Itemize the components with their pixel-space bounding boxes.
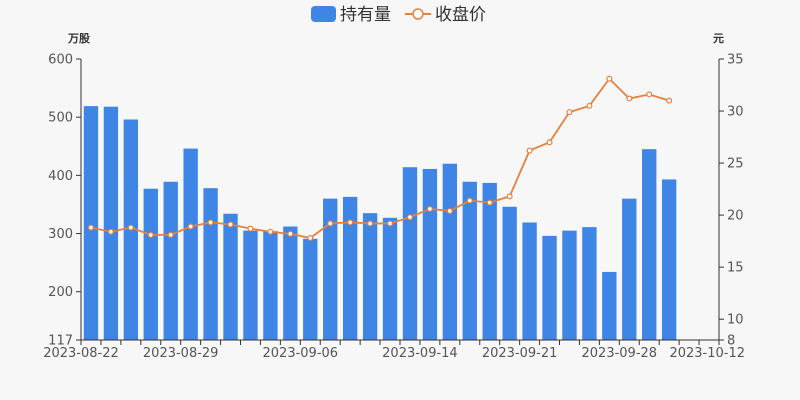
y-right-tick-label: 30 bbox=[727, 105, 744, 120]
point-22 bbox=[526, 147, 533, 154]
bar-10 bbox=[283, 226, 298, 340]
bar-6 bbox=[203, 188, 218, 340]
bar-19 bbox=[462, 181, 477, 340]
bar-23 bbox=[542, 235, 557, 340]
bar-7 bbox=[223, 213, 238, 340]
point-29 bbox=[666, 97, 673, 104]
point-4 bbox=[167, 231, 174, 238]
point-9 bbox=[267, 228, 274, 235]
y-left-unit: 万股 bbox=[67, 32, 91, 45]
y-left-tick-label: 400 bbox=[48, 169, 73, 184]
y-right-tick-label: 10 bbox=[727, 313, 744, 328]
bar-27 bbox=[622, 198, 637, 340]
point-23 bbox=[546, 139, 553, 146]
x-tick-label: 2023-09-06 bbox=[263, 346, 339, 361]
bar-20 bbox=[482, 182, 497, 340]
point-21 bbox=[506, 193, 513, 200]
legend-label-holding: 持有量 bbox=[340, 5, 391, 25]
point-8 bbox=[247, 225, 254, 232]
bar-21 bbox=[502, 206, 517, 340]
y-right-tick-label: 15 bbox=[727, 261, 744, 276]
point-20 bbox=[486, 199, 493, 206]
point-16 bbox=[406, 214, 413, 221]
point-12 bbox=[327, 220, 334, 227]
x-tick-label: 2023-10-12 bbox=[669, 346, 745, 361]
point-5 bbox=[187, 223, 194, 230]
bar-0 bbox=[83, 106, 99, 341]
bar-26 bbox=[602, 271, 617, 340]
bar-13 bbox=[342, 196, 358, 340]
point-18 bbox=[446, 207, 453, 214]
legend-item-holding[interactable]: 持有量 bbox=[311, 5, 391, 25]
y-right-unit: 元 bbox=[713, 32, 724, 45]
point-3 bbox=[147, 231, 154, 238]
bar-1 bbox=[103, 106, 119, 341]
x-tick-label: 2023-09-28 bbox=[582, 346, 658, 361]
point-28 bbox=[646, 91, 653, 98]
x-tick-label: 2023-08-22 bbox=[43, 346, 119, 361]
legend[interactable]: 持有量 收盘价 bbox=[311, 5, 486, 25]
bar-5 bbox=[183, 148, 198, 340]
bar-11 bbox=[303, 238, 318, 340]
bar-24 bbox=[562, 230, 577, 340]
bar-8 bbox=[243, 230, 258, 340]
bar-17 bbox=[422, 168, 438, 340]
point-0 bbox=[87, 224, 94, 231]
point-13 bbox=[347, 219, 354, 226]
point-11 bbox=[307, 235, 314, 242]
y-left-tick-label: 117 bbox=[48, 334, 73, 349]
bar-14 bbox=[362, 213, 378, 340]
point-7 bbox=[227, 221, 234, 228]
line-series bbox=[87, 75, 673, 242]
bar-3 bbox=[143, 188, 158, 340]
legend-line-marker bbox=[412, 8, 424, 20]
bar-9 bbox=[263, 231, 278, 340]
bar-18 bbox=[442, 163, 458, 340]
bar-12 bbox=[323, 198, 338, 340]
legend-bar-swatch bbox=[311, 6, 336, 22]
y-left-tick-label: 500 bbox=[48, 111, 73, 126]
point-25 bbox=[586, 102, 593, 109]
y-right-tick-label: 8 bbox=[727, 334, 735, 349]
point-19 bbox=[466, 197, 473, 204]
x-tick-label: 2023-08-29 bbox=[143, 346, 219, 361]
point-6 bbox=[207, 219, 214, 226]
y-right-tick-label: 35 bbox=[727, 53, 744, 68]
point-15 bbox=[387, 220, 394, 227]
x-tick-label: 2023-09-14 bbox=[382, 346, 458, 361]
y-left-tick-label: 300 bbox=[48, 227, 73, 242]
legend-label-close: 收盘价 bbox=[435, 5, 486, 25]
point-1 bbox=[107, 228, 114, 235]
x-tick-label: 2023-09-21 bbox=[482, 346, 558, 361]
y-left-tick-label: 600 bbox=[48, 53, 73, 68]
close-price-line bbox=[90, 77, 670, 239]
legend-item-close[interactable]: 收盘价 bbox=[405, 5, 486, 25]
point-17 bbox=[426, 205, 433, 212]
bar-15 bbox=[382, 217, 398, 340]
bar-29 bbox=[661, 179, 677, 340]
bar-series bbox=[83, 106, 677, 341]
bar-4 bbox=[163, 181, 178, 340]
bar-22 bbox=[522, 222, 537, 340]
y-right-tick-label: 20 bbox=[727, 209, 744, 224]
point-14 bbox=[367, 220, 374, 227]
point-10 bbox=[287, 230, 294, 237]
bar-25 bbox=[582, 227, 597, 340]
axes: 117 200 300 400 500 600 8 10 15 20 25 30 35 2023-08-2… bbox=[43, 53, 745, 362]
y-left-tick-label: 200 bbox=[48, 285, 73, 300]
point-24 bbox=[566, 109, 573, 116]
bar-28 bbox=[642, 149, 657, 340]
bar-16 bbox=[402, 167, 418, 340]
y-right-tick-label: 25 bbox=[727, 157, 744, 172]
point-26 bbox=[606, 75, 613, 82]
point-27 bbox=[626, 95, 633, 102]
point-2 bbox=[127, 224, 134, 231]
